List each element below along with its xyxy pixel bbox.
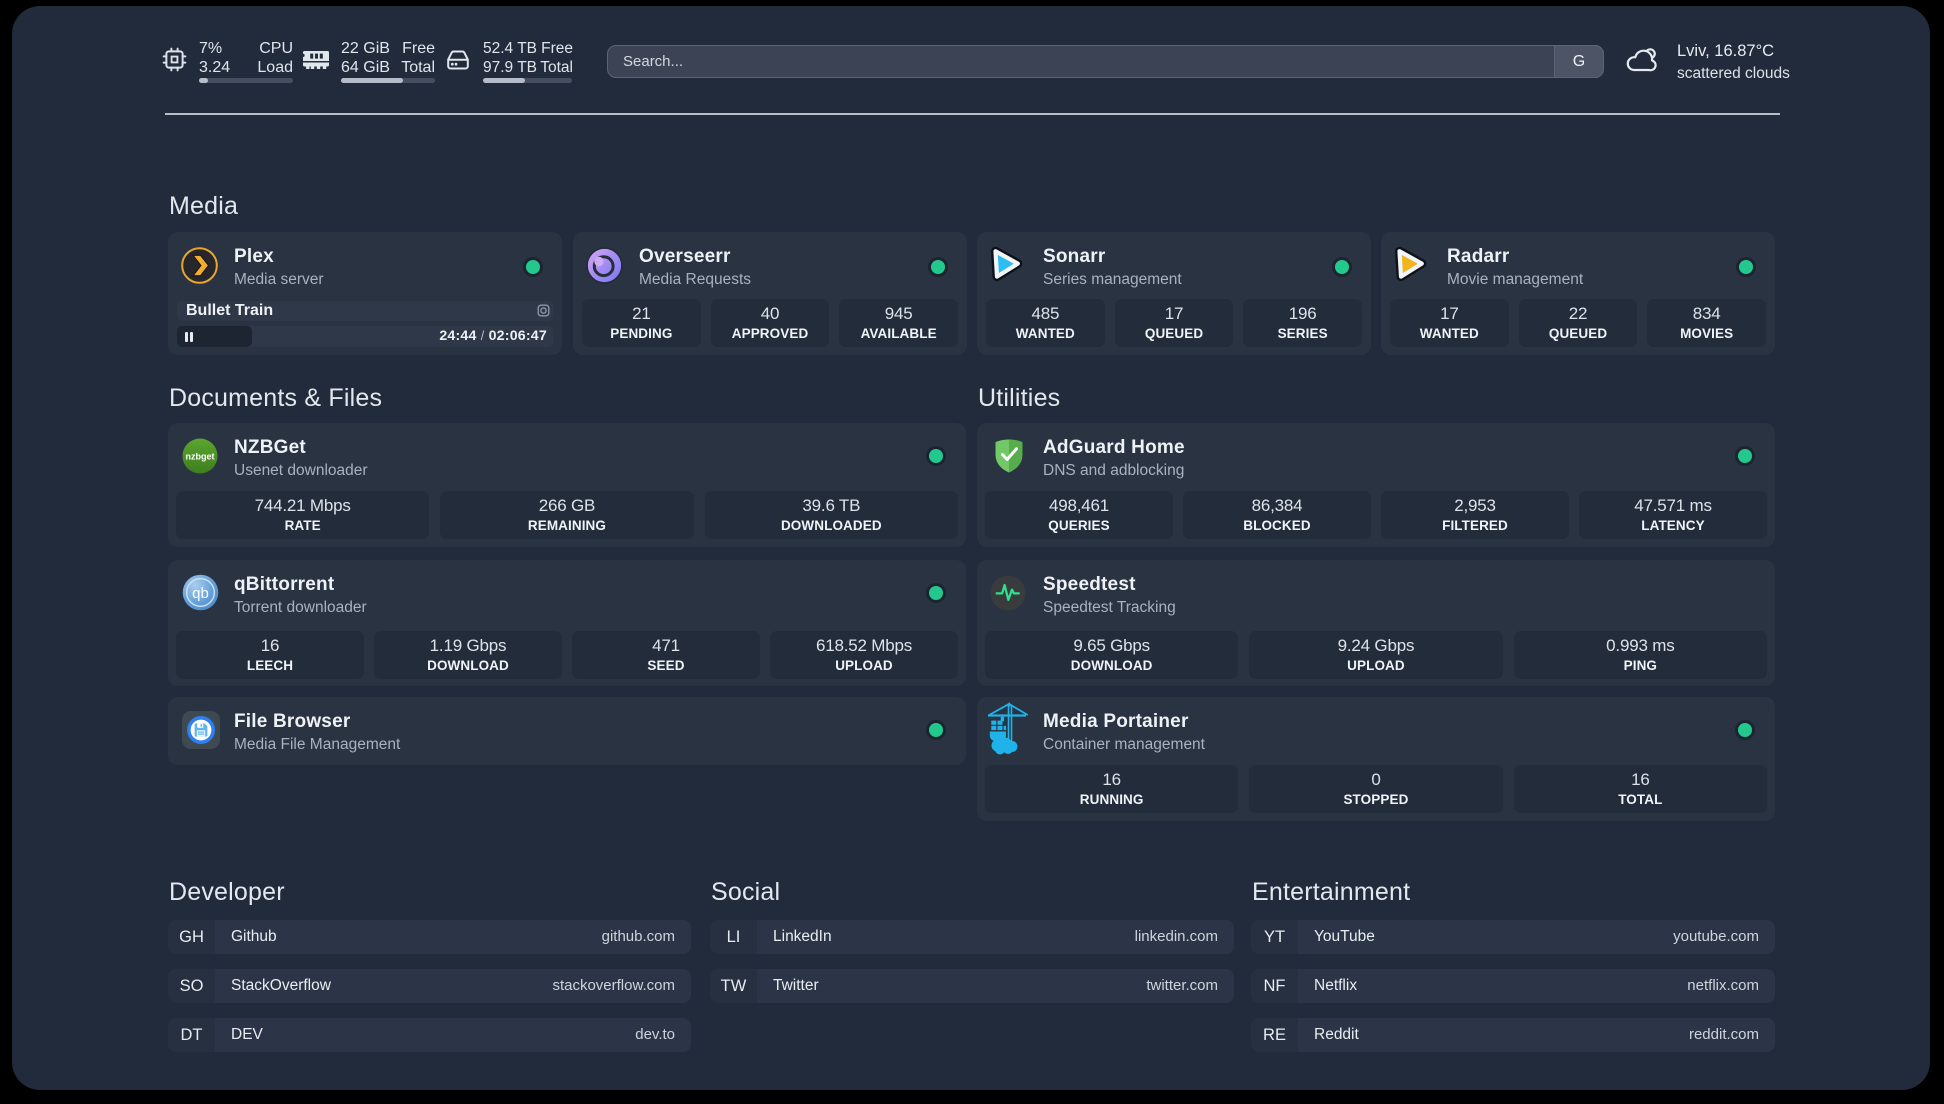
svg-text:nzbget: nzbget [186, 452, 215, 462]
svg-text:qb: qb [192, 585, 209, 602]
